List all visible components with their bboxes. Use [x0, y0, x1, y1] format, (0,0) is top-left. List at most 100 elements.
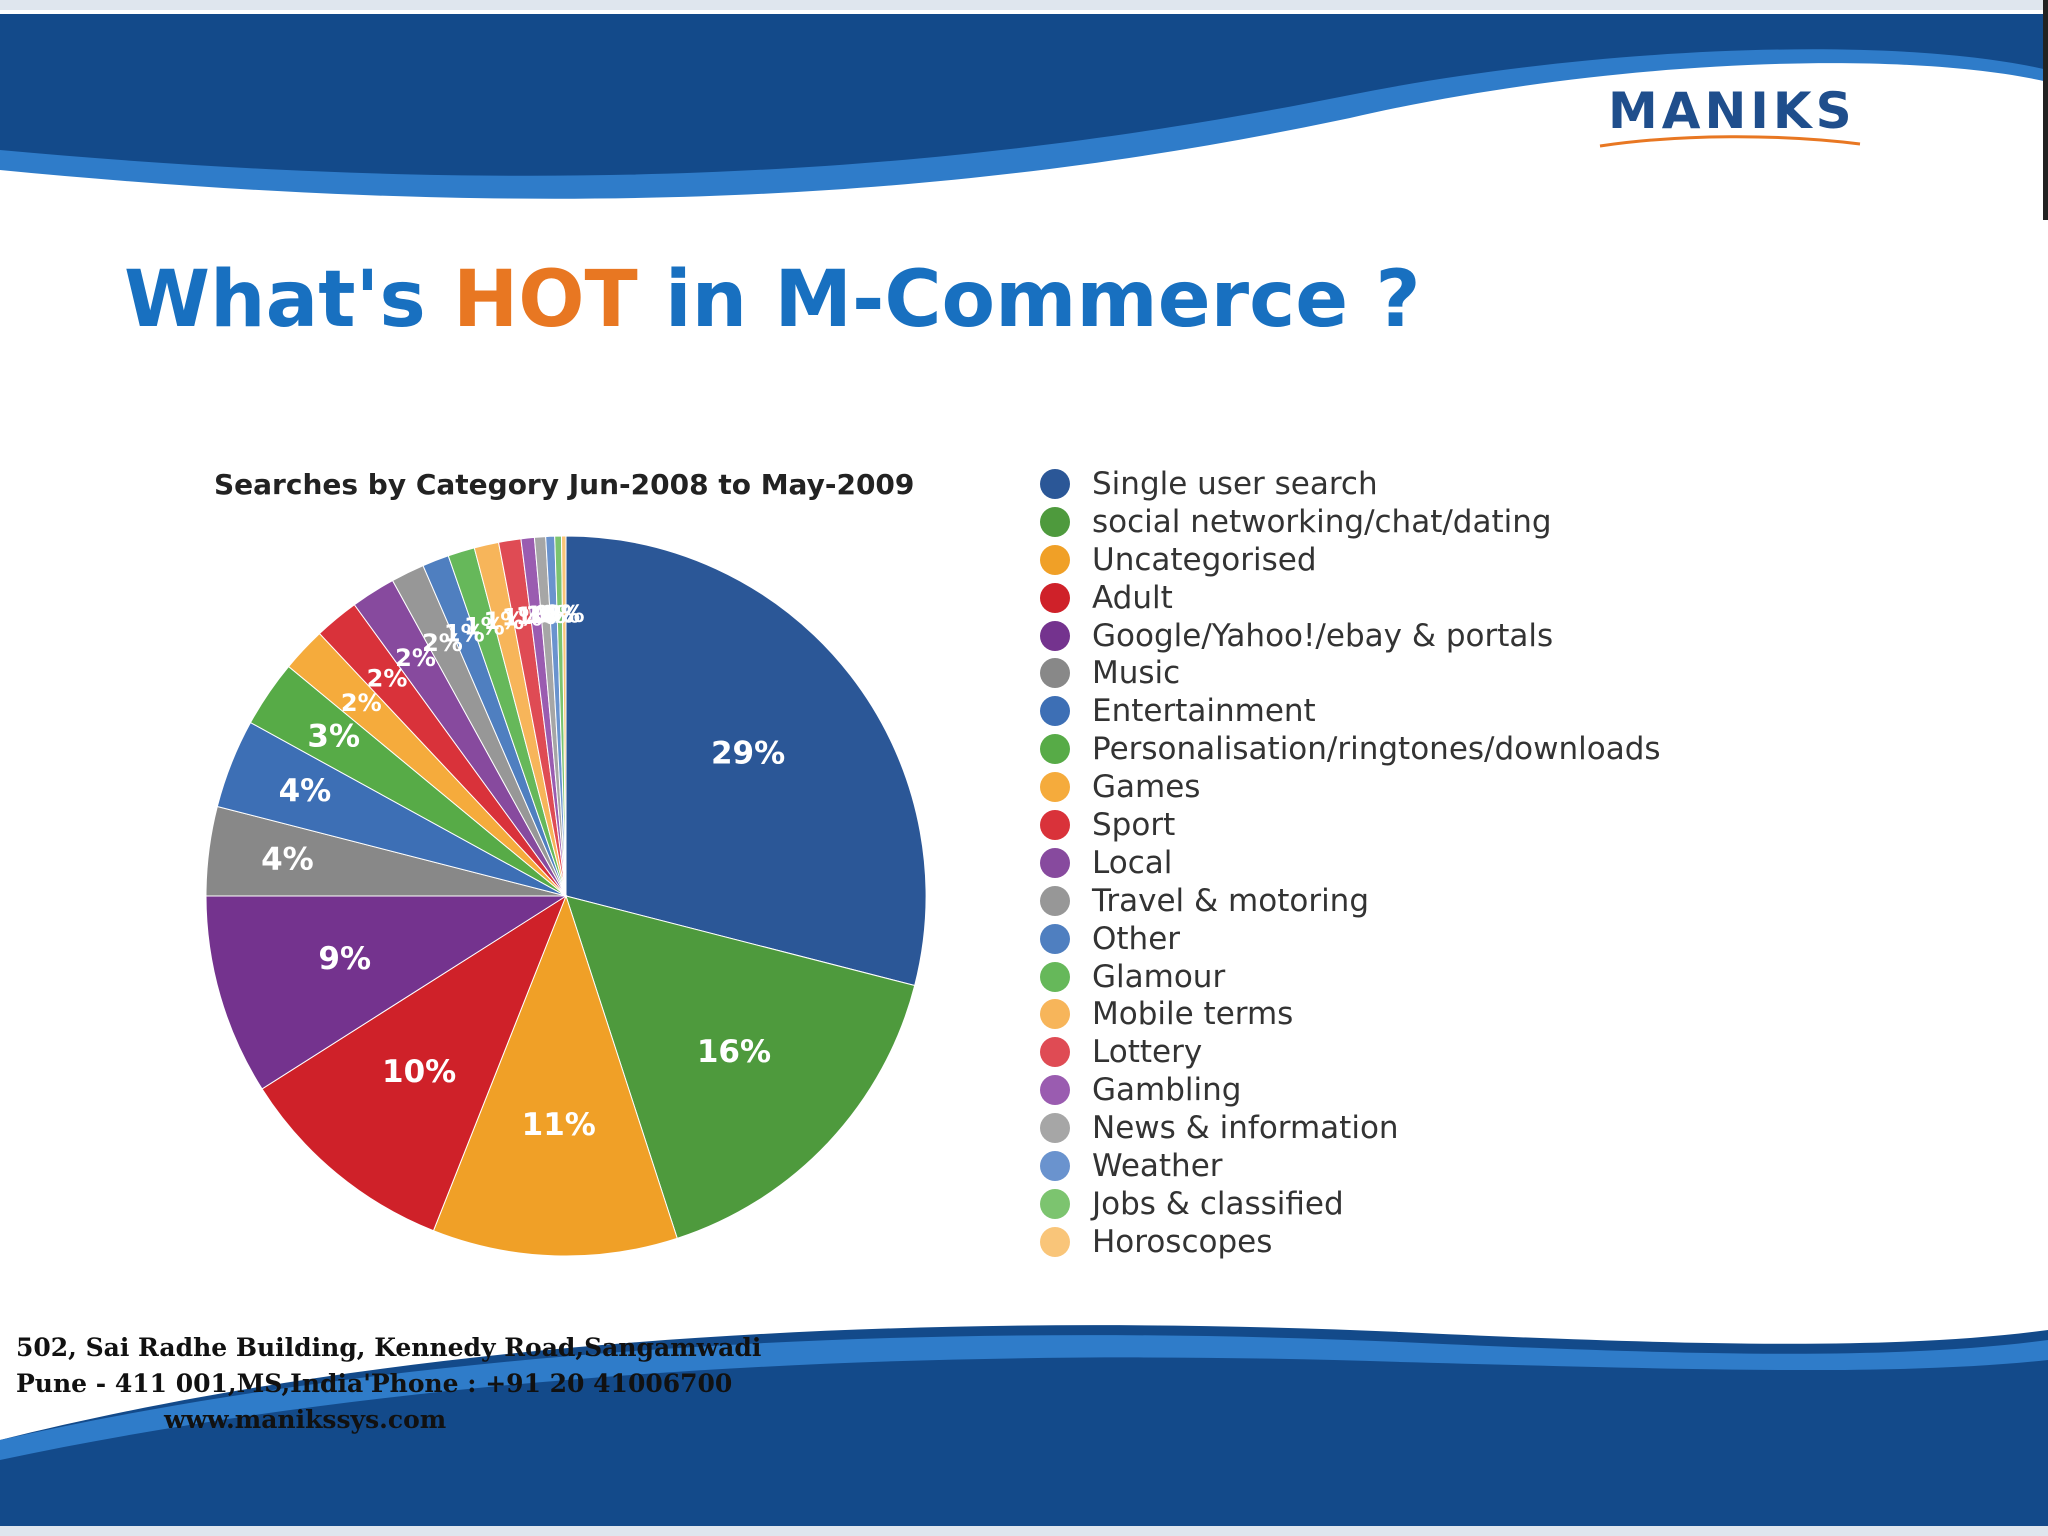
pie-label-gambling: 1%	[516, 602, 557, 630]
legend-swatch	[1040, 1150, 1070, 1181]
pie-slice-adult	[261, 894, 568, 1232]
title-highlight: HOT	[452, 255, 638, 345]
pie-label-adult: 10%	[382, 1054, 456, 1090]
pie-slice-single-user-search	[565, 535, 927, 987]
maniks-logo: MANIKS	[1608, 82, 1856, 140]
chart-legend: Single user search social networking/chat…	[1040, 465, 1661, 1261]
legend-swatch	[1040, 1113, 1070, 1144]
pie-label-social-networking-chat-dating: 16%	[697, 1034, 771, 1070]
legend-label: Games	[1092, 769, 1201, 806]
legend-swatch	[1040, 696, 1070, 727]
legend-swatch	[1040, 620, 1070, 651]
legend-item-sport: Sport	[1040, 806, 1661, 844]
pie-label-other: 1%	[444, 619, 485, 647]
address-line-2: Pune - 411 001,MS,India'Phone : +91 20 4…	[16, 1369, 733, 1398]
legend-swatch	[1040, 923, 1070, 954]
pie-label-games: 2%	[341, 689, 382, 717]
legend-item-personalisation-ringtones-downloads: Personalisation/ringtones/downloads	[1040, 730, 1661, 768]
pie-slice-uncategorised	[432, 894, 678, 1257]
legend-label: News & information	[1092, 1110, 1399, 1147]
legend-swatch	[1040, 847, 1070, 878]
legend-swatch	[1040, 734, 1070, 765]
legend-label: Sport	[1092, 806, 1176, 843]
legend-item-travel-motoring: Travel & motoring	[1040, 882, 1661, 920]
pie-label-jobs-classified: 0%	[539, 600, 580, 628]
company-address: 502, Sai Radhe Building, Kennedy Road,Sa…	[16, 1330, 761, 1438]
pie-label-lottery: 1%	[502, 604, 543, 632]
pie-label-entertainment: 4%	[279, 773, 332, 809]
pie-label-local: 2%	[395, 644, 436, 672]
legend-label: Travel & motoring	[1092, 882, 1370, 919]
legend-item-mobile-terms: Mobile terms	[1040, 995, 1661, 1033]
legend-swatch	[1040, 658, 1070, 689]
legend-label: Personalisation/ringtones/downloads	[1092, 731, 1661, 768]
legend-label: Entertainment	[1092, 693, 1316, 730]
legend-item-gambling: Gambling	[1040, 1071, 1661, 1109]
legend-item-weather: Weather	[1040, 1147, 1661, 1185]
legend-swatch	[1040, 582, 1070, 613]
legend-item-entertainment: Entertainment	[1040, 692, 1661, 730]
legend-label: Local	[1092, 844, 1173, 881]
pie-slice-google-yahoo-ebay-portals	[205, 895, 568, 1090]
pie-label-google-yahoo-ebay-portals: 9%	[318, 941, 371, 977]
pie-label-personalisation-ringtones-downloads: 3%	[307, 719, 360, 755]
legend-swatch	[1040, 1075, 1070, 1106]
legend-label: social networking/chat/dating	[1092, 503, 1552, 540]
legend-label: Gambling	[1092, 1072, 1242, 1109]
legend-swatch	[1040, 772, 1070, 803]
legend-label: Lottery	[1092, 1034, 1203, 1071]
address-line-1: 502, Sai Radhe Building, Kennedy Road,Sa…	[16, 1333, 762, 1362]
legend-item-uncategorised: Uncategorised	[1040, 541, 1661, 579]
legend-label: Mobile terms	[1092, 996, 1294, 1033]
footer-banner	[0, 1325, 2048, 1536]
legend-swatch	[1040, 544, 1070, 575]
legend-swatch	[1040, 961, 1070, 992]
legend-label: Glamour	[1092, 958, 1226, 995]
pie-label-uncategorised: 11%	[522, 1107, 596, 1143]
header-banner	[0, 0, 2048, 240]
pie-label-single-user-search: 29%	[711, 735, 785, 771]
legend-label: Horoscopes	[1092, 1223, 1273, 1260]
legend-item-games: Games	[1040, 768, 1661, 806]
website-link[interactable]: www.manikssys.com	[164, 1405, 447, 1434]
legend-item-news-information: News & information	[1040, 1109, 1661, 1147]
legend-swatch	[1040, 1188, 1070, 1219]
legend-item-horoscopes: Horoscopes	[1040, 1223, 1661, 1261]
slide-title: What's HOT in M-Commerce ?	[124, 255, 1421, 345]
legend-item-music: Music	[1040, 654, 1661, 692]
legend-item-google-yahoo-ebay-portals: Google/Yahoo!/ebay & portals	[1040, 617, 1661, 655]
legend-item-adult: Adult	[1040, 579, 1661, 617]
title-part-1: What's	[124, 255, 453, 345]
legend-swatch	[1040, 1226, 1070, 1257]
legend-label: Adult	[1092, 579, 1173, 616]
legend-swatch	[1040, 999, 1070, 1030]
pie-label-glamour: 1%	[464, 612, 505, 640]
pie-labels: 29%16%11%10%9%4%4%3%2%2%2%2%1%1%1%1%1%1%…	[261, 600, 785, 1143]
pie-label-horoscopes: 0%	[544, 600, 585, 628]
pie-label-news-information: 1%	[525, 601, 566, 629]
pie-slice-social-networking-chat-dating	[565, 895, 916, 1240]
legend-item-social-networking-chat-dating: social networking/chat/dating	[1040, 503, 1661, 541]
legend-label: Weather	[1092, 1147, 1223, 1184]
pie-label-mobile-terms: 1%	[484, 607, 525, 635]
legend-item-other: Other	[1040, 920, 1661, 958]
legend-label: Google/Yahoo!/ebay & portals	[1092, 617, 1554, 654]
legend-label: Uncategorised	[1092, 541, 1317, 578]
legend-label: Single user search	[1092, 465, 1378, 502]
legend-item-single-user-search: Single user search	[1040, 465, 1661, 503]
chart-title: Searches by Category Jun-2008 to May-200…	[214, 468, 915, 501]
legend-swatch	[1040, 506, 1070, 537]
pie-label-weather: 0%	[533, 600, 574, 628]
pie-slice-horoscopes	[560, 535, 567, 897]
legend-swatch	[1040, 1037, 1070, 1068]
legend-swatch	[1040, 468, 1070, 499]
legend-item-glamour: Glamour	[1040, 958, 1661, 996]
legend-item-local: Local	[1040, 844, 1661, 882]
pie-label-travel-motoring: 2%	[422, 629, 463, 657]
pie-label-sport: 2%	[367, 665, 408, 693]
title-part-2: in M-Commerce ?	[637, 255, 1421, 345]
pie-slices	[205, 535, 927, 1257]
legend-swatch	[1040, 885, 1070, 916]
legend-item-jobs-classified: Jobs & classified	[1040, 1185, 1661, 1223]
